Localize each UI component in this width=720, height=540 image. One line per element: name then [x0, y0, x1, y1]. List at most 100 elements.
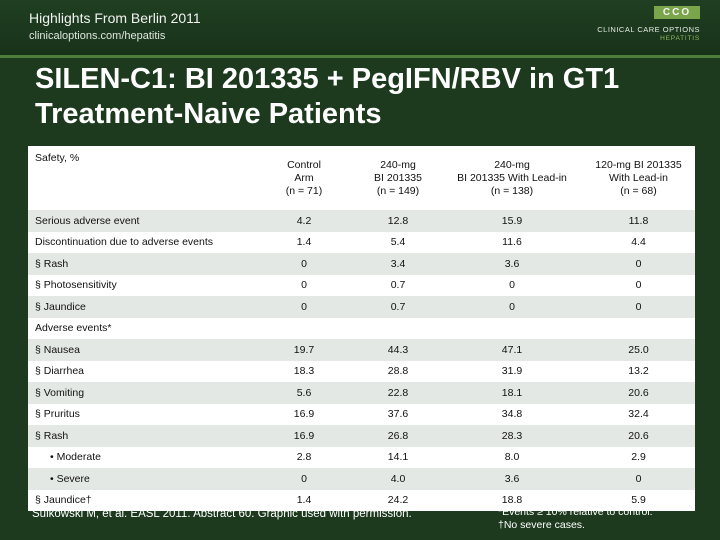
table-cell: 0: [301, 279, 307, 292]
row-label: § Rash: [35, 257, 69, 270]
table-row: • Severe 0 4.0 3.6 0: [28, 468, 695, 490]
row-label: § Nausea: [35, 343, 80, 356]
table-row: § Jaundice† 1.4 24.2 18.8 5.9: [28, 489, 695, 511]
row-label: § Vomiting: [35, 386, 85, 399]
row-label: • Moderate: [50, 451, 101, 464]
table-cell: 32.4: [628, 408, 649, 421]
table-cell: 26.8: [387, 429, 409, 442]
table-row: § Photosensitivity 0 0.7 0 0: [28, 274, 695, 296]
row-label: § Photosensitivity: [35, 279, 117, 292]
table-row: § Rash 0 3.4 3.6 0: [28, 253, 695, 275]
table-section-row: Adverse events*: [28, 317, 695, 339]
table-cell: 4.2: [296, 214, 312, 227]
table-cell: 18.3: [293, 365, 315, 378]
table-cell: 0: [635, 257, 642, 270]
column-header-line: 120-mg BI 201335: [595, 158, 682, 171]
table-cell: 12.8: [387, 214, 409, 227]
column-header: 240-mg BI 201335 With Lead-in (n = 138): [442, 146, 582, 210]
row-label: § Rash: [35, 429, 69, 442]
cco-logo-icon: CCO: [654, 6, 700, 19]
table-cell: 2.8: [296, 451, 312, 464]
row-label: § Pruritus: [35, 408, 80, 421]
row-label: Discontinuation due to adverse events: [35, 236, 214, 249]
table-cell: 2.9: [631, 451, 646, 464]
column-header-line: (n = 149): [376, 184, 420, 197]
table-corner-label: Safety, %: [35, 152, 80, 164]
table-cell: 18.1: [501, 386, 523, 399]
header-divider: [0, 55, 720, 58]
row-label: Serious adverse event: [35, 214, 140, 227]
footnote: *Events ≥ 10% relative to control.: [498, 506, 653, 518]
table-cell: 5.6: [296, 386, 312, 399]
table-cell: 31.9: [501, 365, 523, 378]
column-header: 240-mg BI 201335 (n = 149): [354, 146, 442, 210]
cco-logo: CCO CLINICAL CARE OPTIONS HEPATITIS: [580, 6, 700, 46]
column-header-line: 240-mg: [380, 158, 416, 171]
table-cell: 44.3: [387, 343, 409, 356]
table-cell: 24.2: [387, 494, 409, 507]
column-header-line: BI 201335 With Lead-in: [457, 171, 567, 184]
section-label: Adverse events*: [35, 322, 112, 335]
table-cell: 0: [635, 300, 642, 313]
table-cell: 0.7: [390, 300, 406, 313]
header-bar: Highlights From Berlin 2011 clinicalopti…: [0, 0, 720, 55]
column-header: Control Arm (n = 71): [254, 146, 354, 210]
table-cell: 3.6: [504, 257, 520, 270]
row-label: § Jaundice†: [35, 494, 92, 507]
table-cell: 8.0: [504, 451, 520, 464]
table-header-row: Safety, % Control Arm (n = 71) 240-mg BI 20…: [28, 146, 695, 210]
table-cell: 4.4: [631, 236, 646, 249]
table-cell: 20.6: [628, 386, 649, 399]
row-label: § Diarrhea: [35, 365, 85, 378]
table-cell: 20.6: [628, 429, 649, 442]
table-row: § Rash 16.9 26.8 28.3 20.6: [28, 425, 695, 447]
table-cell: 37.6: [387, 408, 409, 421]
table-cell: 19.7: [293, 343, 315, 356]
table-cell: 0: [635, 279, 642, 292]
table-cell: 5.4: [390, 236, 406, 249]
footnotes: *Events ≥ 10% relative to control. †No s…: [498, 506, 653, 532]
header-subtitle: clinicaloptions.com/hepatitis: [29, 30, 166, 42]
table-cell: 15.9: [501, 214, 523, 227]
column-header: 120-mg BI 201335 With Lead-in (n = 68): [582, 146, 695, 210]
table-cell: 0: [509, 300, 515, 313]
safety-table: Safety, % Control Arm (n = 71) 240-mg BI 20…: [28, 146, 695, 511]
table-row: • Moderate 2.8 14.1 8.0 2.9: [28, 446, 695, 468]
header-title: Highlights From Berlin 2011: [29, 10, 201, 26]
slide-title: SILEN-C1: BI 201335 + PegIFN/RBV in GT1 …: [35, 63, 620, 130]
citation: Sulkowski M, et al. EASL 2011. Abstract …: [32, 508, 412, 520]
table-cell: 11.6: [502, 236, 522, 249]
table-cell: 0: [301, 257, 307, 270]
table-cell: 3.6: [504, 472, 520, 485]
footnote: †No severe cases.: [498, 519, 585, 531]
table-cell: 16.9: [293, 408, 315, 421]
table-cell: 0: [301, 300, 307, 313]
table-row: § Jaundice 0 0.7 0 0: [28, 296, 695, 318]
table-cell: 25.0: [628, 343, 649, 356]
column-header-line: (n = 71): [285, 184, 323, 197]
table-cell: 16.9: [293, 429, 315, 442]
table-cell: 47.1: [501, 343, 523, 356]
table-cell: 3.4: [390, 257, 406, 270]
column-header-line: (n = 68): [620, 184, 657, 197]
table-row: § Pruritus 16.9 37.6 34.8 32.4: [28, 403, 695, 425]
column-header-line: (n = 138): [490, 184, 534, 197]
table-cell: 4.0: [390, 472, 406, 485]
table-cell: 0.7: [390, 279, 406, 292]
table-cell: 0: [301, 472, 307, 485]
table-cell: 5.9: [631, 494, 646, 507]
table-row: § Diarrhea 18.3 28.8 31.9 13.2: [28, 360, 695, 382]
table-cell: 1.4: [296, 494, 312, 507]
table-body: Serious adverse event 4.2 12.8 15.9 11.8 Disc…: [28, 210, 695, 511]
table-cell: 0: [635, 472, 642, 485]
row-label: § Jaundice: [35, 300, 86, 313]
column-header-line: Arm: [294, 171, 314, 184]
table-cell: 0: [509, 279, 515, 292]
table-cell: 14.1: [387, 451, 409, 464]
table-cell: 28.8: [387, 365, 409, 378]
table-cell: 11.8: [628, 214, 649, 227]
column-header-line: Control: [287, 158, 321, 171]
logo-name: CLINICAL CARE OPTIONS: [597, 25, 700, 34]
table-row: § Vomiting 5.6 22.8 18.1 20.6: [28, 382, 695, 404]
column-header-line: With Lead-in: [609, 171, 668, 184]
